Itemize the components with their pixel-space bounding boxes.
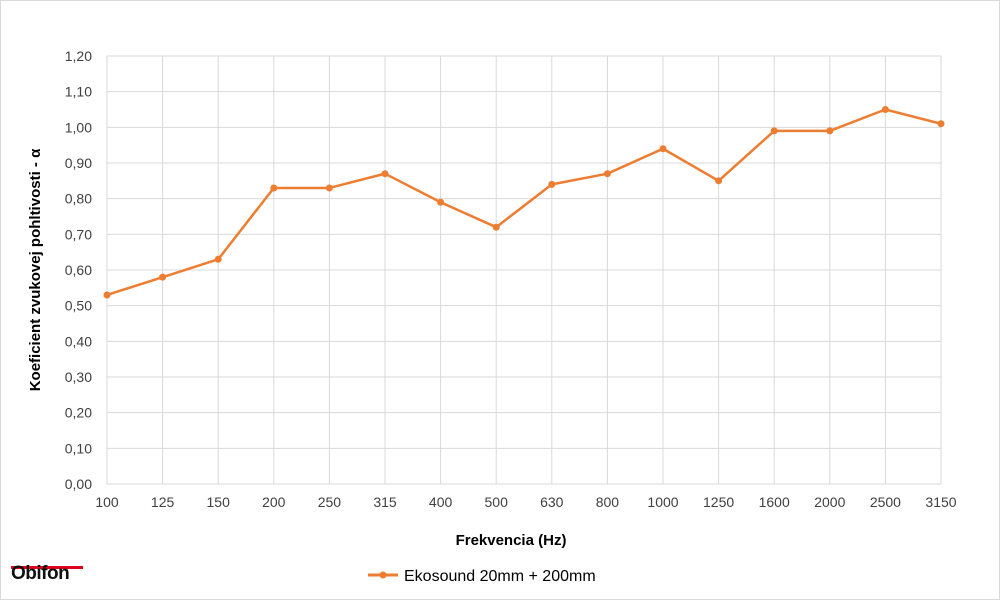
data-point <box>603 170 611 178</box>
series-line <box>106 108 942 297</box>
data-point <box>826 127 834 135</box>
data-point <box>770 127 778 135</box>
x-tick-label: 315 <box>373 494 397 510</box>
data-point <box>548 180 556 188</box>
x-tick-label: 250 <box>318 494 342 510</box>
x-tick-labels: 100 125 150 200 250 315 400 500 630 800 1000 1250 16… <box>95 494 956 510</box>
x-tick-label: 2000 <box>814 494 845 510</box>
data-point <box>270 184 278 192</box>
x-tick-label: 400 <box>429 494 453 510</box>
y-tick-label: 0,10 <box>65 440 92 456</box>
y-tick-label: 0,60 <box>65 262 92 278</box>
series-group <box>103 106 945 299</box>
y-tick-labels: 0,00 0,10 0,20 0,30 0,40 0,50 0,60 0,70 0,80 0,90… <box>65 48 92 492</box>
x-tick-label: 200 <box>262 494 286 510</box>
x-tick-label: 630 <box>540 494 564 510</box>
y-tick-label: 0,50 <box>65 298 92 314</box>
y-tick-label: 0,90 <box>65 155 92 171</box>
y-tick-label: 0,30 <box>65 369 92 385</box>
data-point <box>715 177 723 185</box>
x-tick-label: 1600 <box>759 494 790 510</box>
gridlines <box>106 55 942 485</box>
data-point <box>492 223 500 231</box>
x-tick-label: 500 <box>485 494 509 510</box>
y-axis-title: Koeficient zvukovej pohltivosti - α <box>27 148 44 391</box>
data-point <box>881 106 889 113</box>
legend-label: Ekosound 20mm + 200mm <box>404 568 596 585</box>
data-point <box>381 170 389 178</box>
data-point <box>214 255 222 263</box>
x-tick-label: 3150 <box>925 494 956 510</box>
x-tick-label: 1250 <box>703 494 734 510</box>
x-tick-label: 1000 <box>647 494 678 510</box>
x-axis-title: Frekvencia (Hz) <box>456 532 567 549</box>
data-point <box>325 184 333 192</box>
data-point <box>103 291 111 299</box>
x-tick-label: 100 <box>95 494 119 510</box>
obifon-logo: Obifon <box>11 563 70 584</box>
x-tick-label: 150 <box>207 494 231 510</box>
y-tick-label: 0,40 <box>65 333 92 349</box>
y-tick-label: 1,10 <box>65 84 92 100</box>
legend: Ekosound 20mm + 200mm <box>368 568 596 585</box>
y-tick-label: 0,70 <box>65 226 92 242</box>
logo-accent-bar <box>11 566 83 569</box>
x-tick-label: 800 <box>596 494 620 510</box>
data-point <box>937 120 945 128</box>
y-tick-label: 0,80 <box>65 191 92 207</box>
data-point <box>659 145 667 153</box>
y-tick-label: 0,00 <box>65 476 92 492</box>
y-tick-label: 1,00 <box>65 119 92 135</box>
y-tick-label: 0,20 <box>65 405 92 421</box>
y-tick-label: 1,20 <box>65 48 92 64</box>
data-point <box>159 273 167 281</box>
data-point <box>437 198 445 206</box>
legend-marker-swatch <box>379 571 387 579</box>
x-tick-label: 125 <box>151 494 175 510</box>
x-tick-label: 2500 <box>870 494 901 510</box>
